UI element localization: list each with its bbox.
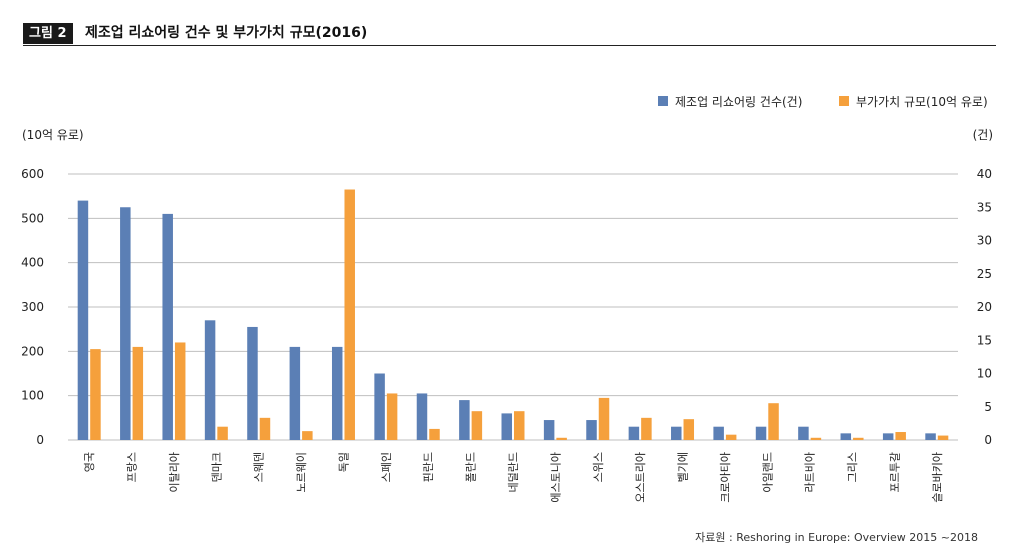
category-label: 크로아티아 [719,452,732,503]
bar-value-17 [810,437,822,440]
category-label: 영국 [83,452,96,472]
y-right-ticks: 0 5 10 15 20 25 30 35 40 [977,167,992,447]
bar-count-4 [247,326,258,440]
bar-count-20 [925,433,936,440]
category-label: 오스트리아 [634,452,647,503]
bar-count-18 [840,433,852,440]
category-label: 라트비아 [804,452,817,492]
bar-value-2 [174,342,186,440]
bar-count-0 [77,200,89,440]
y-right-tick: 30 [977,234,992,248]
y-right-tick: 35 [977,200,992,214]
bar-count-16 [755,426,767,440]
bar-value-12 [598,397,610,440]
bar-value-16 [768,403,779,440]
legend-label-value: 부가가치 규모(10억 유로) [856,95,988,109]
bar-count-5 [289,346,301,440]
category-label: 핀란드 [422,452,435,482]
y-left-tick: 200 [21,344,44,358]
gridlines [68,173,958,441]
bar-value-6 [344,189,355,440]
category-label: 그리스 [846,452,859,482]
figure-header: 그림 2 제조업 리쇼어링 건수 및 부가가치 규모(2016) [23,23,996,46]
category-label: 이탈리아 [168,452,181,492]
bar-value-15 [725,434,737,440]
y-right-tick: 15 [977,333,992,347]
bar-value-1 [132,346,144,440]
bar-count-17 [798,426,809,440]
bar-count-15 [713,426,724,440]
bar-value-3 [217,426,228,440]
category-label: 폴란드 [465,452,478,482]
bar-value-10 [514,411,525,440]
figure-badge: 그림 2 [23,23,73,44]
legend-swatch-value [839,96,849,106]
y-right-tick: 0 [984,433,992,447]
category-label: 스위스 [592,452,605,482]
y-left-tick: 400 [21,256,44,270]
legend: 제조업 리쇼어링 건수(건) 부가가치 규모(10억 유로) [658,95,988,109]
bar-value-13 [641,417,652,440]
y-left-tick: 600 [21,167,44,181]
bar-value-18 [853,437,864,440]
bar-count-13 [628,426,640,440]
y-left-tick: 500 [21,211,44,225]
category-label: 독일 [336,452,350,472]
bar-value-5 [302,431,313,440]
bar-count-7 [374,373,385,440]
y-left-tick: 300 [21,300,44,314]
bar-value-20 [937,435,949,440]
bar-count-11 [543,420,555,440]
bar-count-6 [331,346,343,440]
source-note: 자료원 : Reshoring in Europe: Overview 2015… [695,531,978,544]
category-label: 노르웨이 [295,452,308,492]
bar-value-8 [429,428,440,440]
y-right-tick: 5 [984,400,992,414]
bar-count-19 [882,433,894,440]
bar-value-11 [556,437,567,440]
category-label: 스페인 [380,452,393,482]
category-label: 아일랜드 [760,452,774,492]
bar-count-1 [120,207,131,440]
y-right-tick: 20 [977,300,992,314]
y-right-tick: 10 [977,367,992,381]
bar-count-14 [671,426,682,440]
category-label: 슬로바키아 [931,452,944,503]
category-labels: 영국 프랑스 이탈리아 덴마크 스웨덴 노르웨이 독일 스페인 핀란드 폴란드 네덜란드 에스토니아 스… [83,452,944,503]
bar-value-0 [90,349,101,440]
category-label: 벨기에 [677,452,690,482]
bar-value-19 [895,432,906,440]
y-right-unit: (건) [973,128,993,142]
y-left-tick: 0 [36,433,44,447]
y-left-tick: 100 [21,389,44,403]
category-label: 네덜란드 [507,452,520,492]
bar-value-4 [259,417,271,440]
bar-count-2 [162,213,173,440]
y-right-tick: 40 [977,167,992,181]
y-left-ticks: 0 100 200 300 400 500 600 [21,167,44,447]
bar-count-3 [204,320,216,440]
category-label: 스웨덴 [253,452,266,482]
bar-value-9 [471,411,483,440]
bar-value-14 [683,419,695,440]
y-left-unit: (10억 유로) [22,128,84,142]
bar-count-10 [501,413,512,440]
bars [77,189,949,440]
legend-label-count: 제조업 리쇼어링 건수(건) [675,95,802,109]
category-label: 덴마크 [210,452,223,482]
legend-swatch-count [658,96,668,106]
bar-count-9 [459,400,470,440]
bar-count-8 [416,393,428,440]
category-label: 에스토니아 [549,452,562,503]
bar-value-7 [386,393,398,440]
y-right-tick: 25 [977,267,992,281]
category-label: 프랑스 [126,452,139,482]
bar-count-12 [586,420,597,440]
category-label: 포르투갈 [887,452,901,492]
chart-title: 제조업 리쇼어링 건수 및 부가가치 규모(2016) [85,25,368,41]
